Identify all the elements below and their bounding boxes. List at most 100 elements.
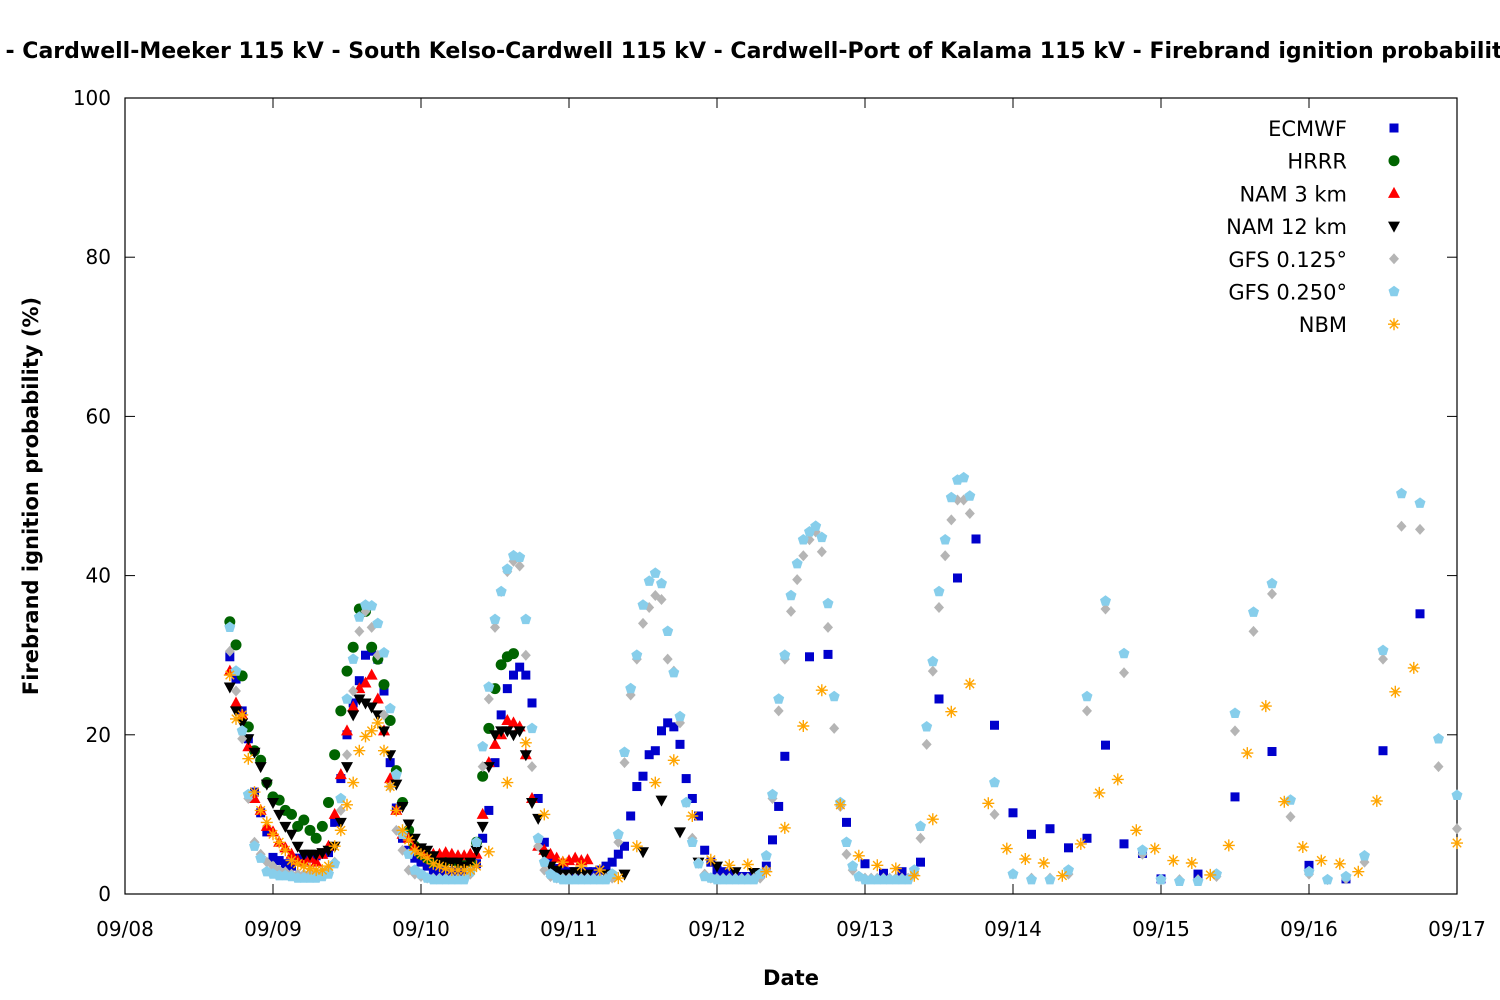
data-point xyxy=(482,845,495,858)
data-point xyxy=(279,821,292,833)
data-point xyxy=(964,490,976,501)
data-point xyxy=(1192,875,1204,886)
data-point xyxy=(786,605,796,617)
data-point xyxy=(359,698,372,710)
data-point xyxy=(1407,661,1420,674)
data-point xyxy=(507,730,520,742)
data-point xyxy=(1340,870,1352,882)
data-point xyxy=(1081,690,1093,702)
data-point xyxy=(519,750,532,762)
data-point xyxy=(663,718,673,728)
data-points xyxy=(223,471,1463,886)
data-point xyxy=(427,857,440,870)
data-point xyxy=(279,844,292,857)
data-point xyxy=(359,730,372,743)
data-point xyxy=(1267,588,1277,600)
data-point xyxy=(754,868,766,879)
data-point xyxy=(341,762,353,774)
data-point xyxy=(490,621,500,633)
data-point xyxy=(939,534,951,545)
data-point xyxy=(1000,842,1013,855)
data-point xyxy=(452,857,464,869)
data-point xyxy=(1304,860,1314,870)
data-point xyxy=(273,836,286,849)
data-point xyxy=(711,861,723,873)
data-point xyxy=(538,856,550,867)
data-point xyxy=(242,752,255,765)
data-point xyxy=(390,804,403,817)
data-point xyxy=(538,849,551,861)
data-point xyxy=(823,649,833,659)
data-point xyxy=(1027,829,1036,839)
data-point xyxy=(478,833,488,843)
data-point xyxy=(433,860,446,873)
data-point xyxy=(323,796,334,808)
data-point xyxy=(655,795,668,807)
data-point xyxy=(1037,857,1050,869)
data-point xyxy=(527,698,537,708)
data-point xyxy=(921,738,932,750)
data-point xyxy=(990,720,999,730)
x-tick-label: 09/13 xyxy=(836,917,894,941)
data-point xyxy=(1296,841,1309,853)
data-point xyxy=(1101,740,1110,750)
data-point xyxy=(774,801,784,811)
y-tick-label: 20 xyxy=(86,723,111,747)
data-point xyxy=(644,750,654,760)
data-point xyxy=(785,589,797,601)
data-point xyxy=(1451,789,1463,800)
data-point xyxy=(916,857,925,867)
data-point xyxy=(372,617,384,629)
data-point xyxy=(248,786,261,799)
data-point xyxy=(674,710,686,722)
data-point xyxy=(1451,837,1463,850)
data-point xyxy=(773,693,785,704)
data-point xyxy=(1100,603,1111,615)
data-point xyxy=(816,546,827,558)
data-point xyxy=(539,837,549,847)
data-point xyxy=(273,794,285,806)
data-point xyxy=(533,793,543,803)
data-point xyxy=(1266,577,1278,589)
data-point xyxy=(341,798,353,811)
data-point xyxy=(828,690,840,702)
data-point xyxy=(371,692,384,704)
data-point xyxy=(656,577,667,589)
data-point xyxy=(1056,869,1069,882)
data-point xyxy=(613,836,624,848)
data-point xyxy=(285,829,298,841)
data-point xyxy=(723,859,736,872)
data-point xyxy=(1148,842,1161,855)
data-point xyxy=(347,653,359,664)
data-point xyxy=(927,655,939,667)
data-point xyxy=(934,601,944,613)
data-point xyxy=(1019,853,1032,865)
data-point xyxy=(581,853,594,865)
data-point xyxy=(471,836,482,847)
data-point xyxy=(323,868,334,879)
data-point xyxy=(871,859,884,872)
data-point xyxy=(1396,520,1407,532)
x-axis-label: Date xyxy=(763,966,819,990)
data-point xyxy=(514,551,526,562)
y-tick-label: 100 xyxy=(73,86,111,110)
data-point xyxy=(520,613,532,625)
data-point xyxy=(347,776,360,789)
data-point xyxy=(421,852,434,865)
data-point xyxy=(607,857,617,867)
data-point xyxy=(428,865,438,875)
data-point xyxy=(1389,685,1402,698)
data-point xyxy=(805,652,814,662)
data-point xyxy=(908,869,921,882)
data-point xyxy=(593,864,606,877)
data-point xyxy=(1359,850,1370,861)
data-point xyxy=(1229,707,1241,718)
data-point xyxy=(841,836,852,847)
data-point xyxy=(501,563,513,574)
data-point xyxy=(280,859,290,869)
data-point xyxy=(378,726,390,738)
data-point xyxy=(334,768,347,780)
data-point xyxy=(341,693,353,704)
x-tick-label: 09/15 xyxy=(1132,917,1190,941)
data-point xyxy=(704,853,717,866)
